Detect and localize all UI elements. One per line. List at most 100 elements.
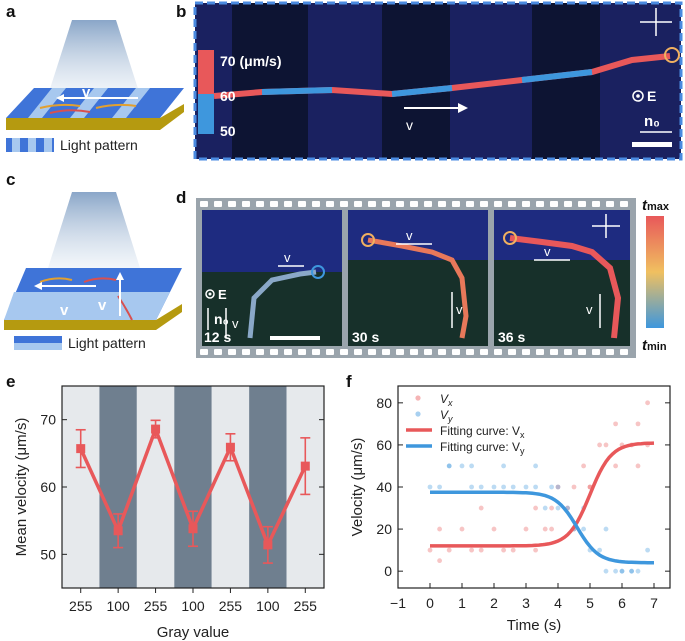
perforation — [438, 349, 446, 355]
perforation — [452, 349, 460, 355]
gray-band — [174, 386, 212, 588]
x-tick-label: 7 — [650, 595, 658, 611]
vy-point — [619, 568, 625, 574]
y-tick-label: 0 — [384, 563, 392, 579]
vx-point — [533, 547, 538, 553]
fit-curve-vx — [430, 441, 655, 548]
lc-molecule — [95, 103, 137, 109]
stripe-3 — [112, 88, 150, 118]
x-tick-label: 4 — [554, 595, 562, 611]
x-tick-label: 255 — [144, 598, 168, 614]
plot-frame — [397, 385, 671, 589]
x-tick-label: −1 — [390, 595, 406, 611]
perforation — [368, 349, 376, 355]
y-tick-label: 40 — [376, 479, 392, 495]
vy-point — [501, 484, 506, 490]
perforation — [340, 201, 348, 207]
perforation — [494, 349, 502, 355]
panel-c-schematic: v v Light pattern — [4, 192, 182, 351]
y-tick-label: 60 — [40, 479, 56, 495]
perforation — [620, 201, 628, 207]
perforation — [396, 201, 404, 207]
stripe-1 — [28, 88, 66, 118]
x-tick-label: 255 — [69, 598, 93, 614]
perforation — [536, 201, 544, 207]
velocity-label-2: v — [586, 302, 593, 317]
trajectory-seg — [391, 85, 453, 97]
velocity-label: v — [406, 117, 413, 133]
vy-point — [501, 463, 506, 469]
light-beam — [48, 20, 140, 95]
perforation — [382, 201, 390, 207]
film-perforations — [200, 201, 628, 355]
speed-min-label: 50 — [220, 123, 236, 139]
panel-label-a: a — [6, 2, 16, 21]
perforation — [312, 349, 320, 355]
arrowhead — [56, 94, 64, 102]
lc-molecule — [39, 103, 81, 109]
vx-point — [549, 505, 554, 511]
vy-point — [437, 484, 442, 490]
perforation — [326, 201, 334, 207]
gray-band — [62, 386, 100, 588]
perforation — [424, 201, 432, 207]
vx-point — [437, 558, 442, 564]
perforation — [270, 349, 278, 355]
dark-stripe — [232, 3, 308, 159]
perforation — [284, 349, 292, 355]
perforation — [606, 201, 614, 207]
x-tick-label: 1 — [458, 595, 466, 611]
y-tick-label: 80 — [376, 395, 392, 411]
perforation — [410, 201, 418, 207]
vy-point — [478, 484, 484, 490]
vy-point — [635, 568, 641, 574]
panel-a-schematic: v Light pattern — [6, 20, 184, 153]
time-label-1: 12 s — [204, 329, 231, 345]
legend-text: Light pattern — [60, 137, 138, 153]
velocity-label: v — [82, 84, 91, 101]
time-label-3: 36 s — [498, 329, 525, 345]
speed-mid-label: 60 — [220, 88, 236, 104]
vx-point — [635, 463, 641, 469]
y-tick-label: 50 — [40, 546, 56, 562]
perforation — [298, 349, 306, 355]
speed-bar-blue — [198, 94, 214, 134]
perforation — [550, 201, 558, 207]
tmin-label: tmin — [642, 337, 667, 354]
x-tick-label: 100 — [181, 598, 205, 614]
perforation — [326, 349, 334, 355]
vx-point — [603, 442, 609, 448]
perforation — [578, 349, 586, 355]
vy-point — [619, 568, 625, 574]
data-point — [151, 424, 161, 434]
x-tick-label: 100 — [256, 598, 280, 614]
vx-point — [427, 547, 433, 553]
vy-point — [555, 484, 561, 490]
perforation — [382, 349, 390, 355]
y-tick-label: 20 — [376, 521, 392, 537]
perforation — [438, 201, 446, 207]
perforation — [522, 201, 530, 207]
perforation — [214, 201, 222, 207]
perforation — [340, 349, 348, 355]
panel-label-e: e — [6, 372, 16, 391]
perforation — [452, 201, 460, 207]
perforation — [564, 201, 572, 207]
x-tick-label: 100 — [106, 598, 130, 614]
speed-bar-red — [198, 50, 214, 94]
substrate-side — [6, 104, 184, 130]
chart-e: 50 60 70 255 100 255 100 255 100 255 Gray value Mea… — [13, 385, 325, 641]
velocity-label: v — [60, 302, 69, 319]
perforation — [354, 349, 362, 355]
fit-curve-vy — [430, 490, 654, 565]
vx-point — [555, 484, 561, 490]
velocity-label: v — [284, 250, 291, 265]
vy-point — [446, 463, 452, 469]
perforation — [200, 349, 208, 355]
perforation — [424, 349, 432, 355]
perforation — [312, 201, 320, 207]
vx-point — [501, 547, 506, 553]
data-point — [188, 524, 198, 534]
vx-point — [571, 484, 577, 490]
